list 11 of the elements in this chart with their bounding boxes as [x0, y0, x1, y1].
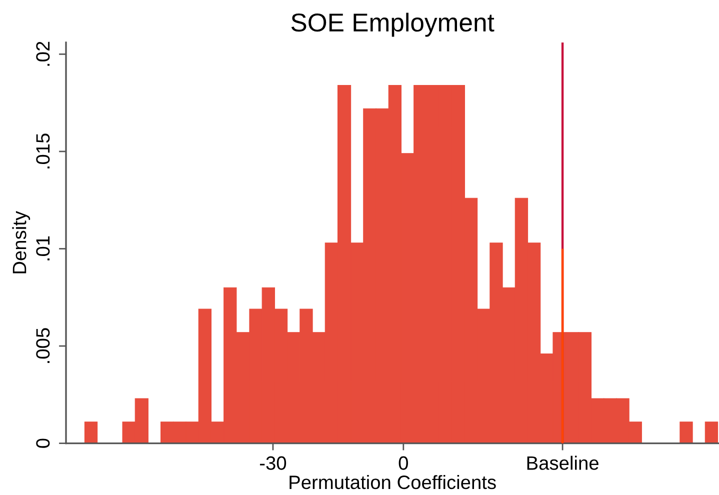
x-tick-label: Baseline [527, 456, 598, 470]
x-tick-label: -30 [260, 456, 286, 470]
y-tick-label: 0 [36, 438, 50, 448]
y-axis-title: Density [12, 210, 30, 274]
x-axis-title: Permutation Coefficients [290, 475, 496, 490]
y-tick-label: .015 [36, 134, 50, 168]
y-tick-label: .01 [36, 236, 50, 260]
y-tick-label: .02 [36, 42, 50, 66]
x-tick-label: 0 [398, 456, 408, 470]
chart-title: SOE Employment [291, 12, 494, 37]
y-tick-label: .005 [36, 328, 50, 363]
